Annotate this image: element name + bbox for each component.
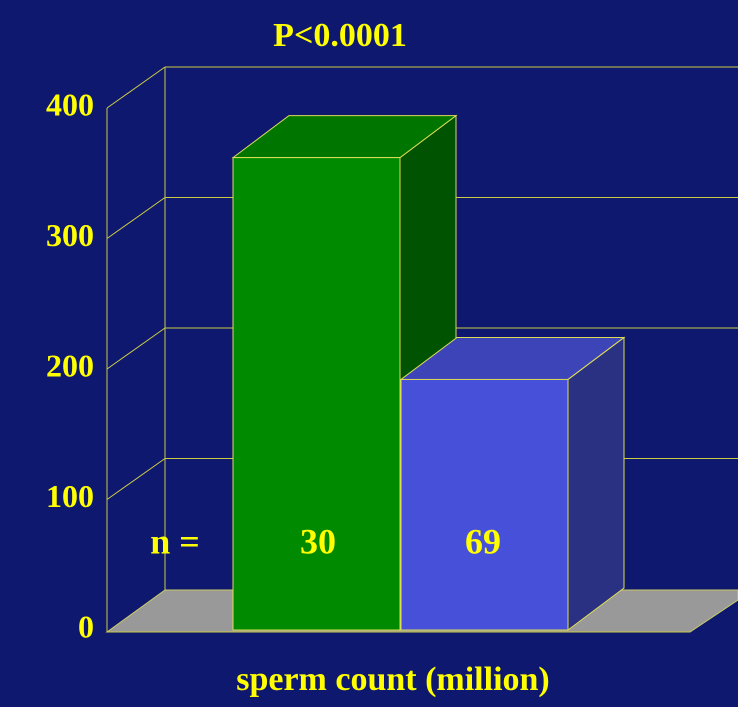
- y-tick-label: 0: [78, 608, 94, 644]
- y-tick-label: 400: [46, 86, 94, 122]
- chart-title: P<0.0001: [273, 17, 407, 54]
- bar: [232, 157, 401, 631]
- grid-diagonal: [106, 458, 166, 500]
- bar: [400, 378, 569, 631]
- y-tick-label: 300: [46, 217, 94, 253]
- grid-diagonal: [106, 197, 166, 239]
- x-axis-label: sperm count (million): [236, 661, 550, 698]
- grid-diagonal: [106, 66, 166, 109]
- annotation: 30: [300, 521, 336, 561]
- grid-diagonal: [106, 327, 166, 370]
- annotation: 69: [465, 521, 501, 561]
- annotation: n =: [150, 521, 200, 561]
- y-tick-label: 100: [46, 478, 94, 514]
- bar-side: [567, 336, 625, 631]
- y-tick-label: 200: [46, 347, 94, 383]
